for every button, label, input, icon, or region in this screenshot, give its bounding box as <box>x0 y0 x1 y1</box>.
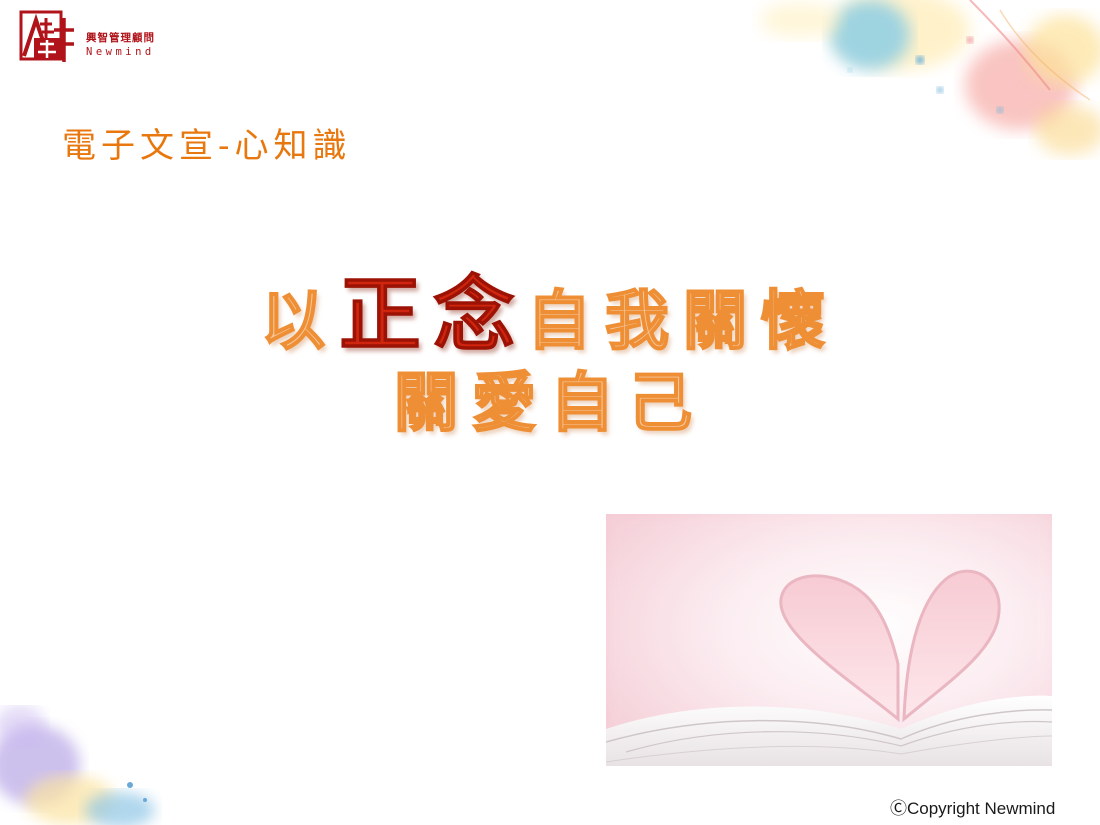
watercolor-splash-bottom <box>0 705 155 825</box>
brand-logo: 興智管理顧問 Newmind <box>18 8 188 68</box>
newmind-logo-icon <box>19 9 77 63</box>
category-subtitle: 電子文宣-心知識 <box>62 126 352 166</box>
brand-name-english: Newmind <box>86 46 155 58</box>
title-word-yi: 以 <box>260 283 339 360</box>
title-word-mindfulness: 正念 <box>338 267 527 364</box>
watercolor-splash-top <box>760 0 1100 155</box>
main-title-line-1: 以正念自我關懷 <box>0 248 1100 367</box>
brand-name-chinese: 興智管理顧問 <box>86 32 155 44</box>
title-word-love-yourself: 關愛自己 <box>393 365 706 442</box>
heart-book-image <box>606 514 1052 766</box>
main-title-line-2: 關愛自己 <box>0 352 1100 444</box>
title-word-self-compassion: 自我關懷 <box>526 283 839 360</box>
copyright-notice: ⒸCopyright Newmind <box>890 799 1056 818</box>
